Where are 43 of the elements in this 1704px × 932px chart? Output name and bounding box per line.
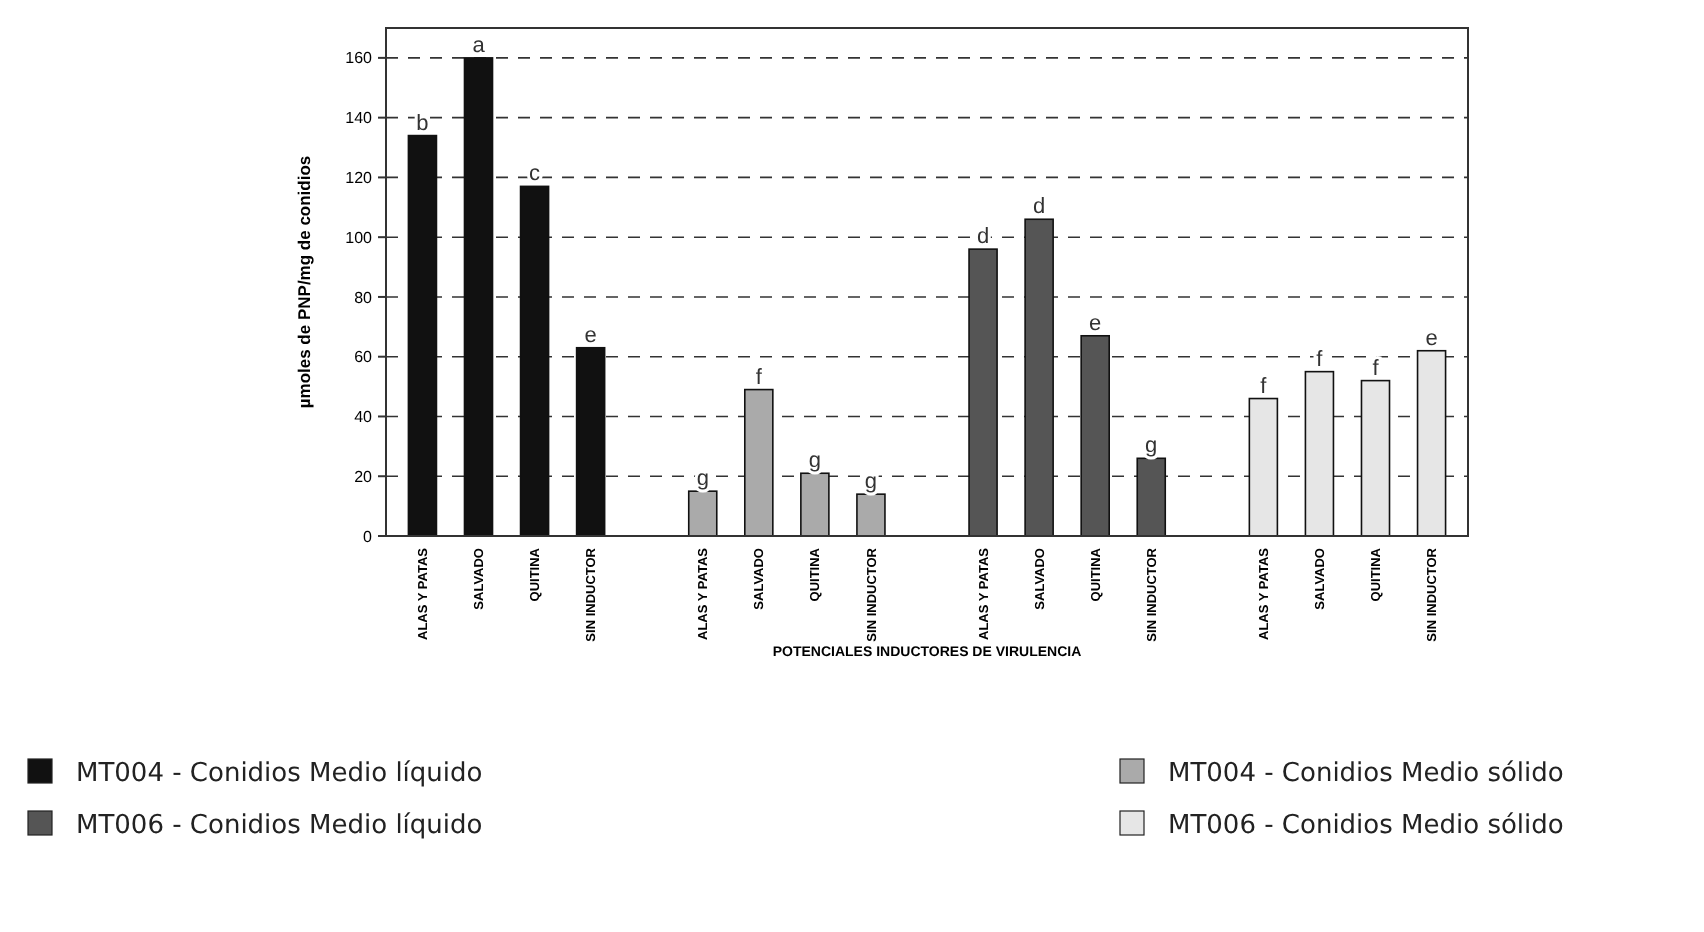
data-label: f: [1260, 374, 1269, 399]
bar: [1416, 349, 1447, 537]
legend-label: MT006 - Conidios Medio líquido: [76, 811, 483, 842]
data-label: g: [808, 449, 821, 474]
y-tick-label: 60: [354, 348, 374, 367]
legend-label: MT004 - Conidios Medio líquido: [76, 759, 483, 790]
data-label: b: [416, 111, 429, 136]
data-label: f: [755, 365, 764, 390]
bar: [575, 346, 606, 537]
y-tick-label: 140: [345, 109, 374, 128]
bar: [687, 490, 718, 537]
bar: [519, 185, 550, 537]
bar: [968, 248, 998, 537]
bar: [1248, 397, 1279, 537]
bar: [1304, 370, 1335, 537]
data-label: f: [1372, 356, 1381, 381]
bar: [1360, 379, 1391, 537]
y-tick-label: 20: [354, 467, 374, 486]
bar: [1080, 334, 1110, 537]
y-tick-label: 120: [345, 169, 374, 188]
bar: [744, 388, 774, 537]
bar: [463, 57, 494, 537]
data-label: c: [529, 162, 542, 187]
bar: [856, 493, 886, 537]
bar: [1136, 457, 1167, 537]
legend-label: MT004 - Conidios Medio sólido: [1168, 759, 1564, 790]
y-axis-title: µmoles de PNP/mg de conidios: [294, 155, 314, 409]
y-tick-label: 100: [345, 228, 374, 247]
data-label: g: [864, 470, 878, 495]
bar: [800, 472, 830, 537]
data-label: e: [1425, 326, 1438, 351]
data-label: g: [1145, 434, 1158, 459]
data-label: a: [472, 33, 487, 58]
bar: [1024, 218, 1054, 537]
y-tick-label: 40: [354, 408, 374, 427]
y-tick-label: 80: [354, 288, 374, 307]
legend-label: MT006 - Conidios Medio sólido: [1168, 811, 1564, 842]
y-tick-label: 0: [363, 527, 374, 546]
data-label: d: [1033, 195, 1046, 220]
y-tick-label: 160: [345, 49, 374, 68]
data-label: e: [1089, 311, 1102, 336]
bar: [407, 134, 438, 537]
data-label: e: [584, 323, 597, 348]
